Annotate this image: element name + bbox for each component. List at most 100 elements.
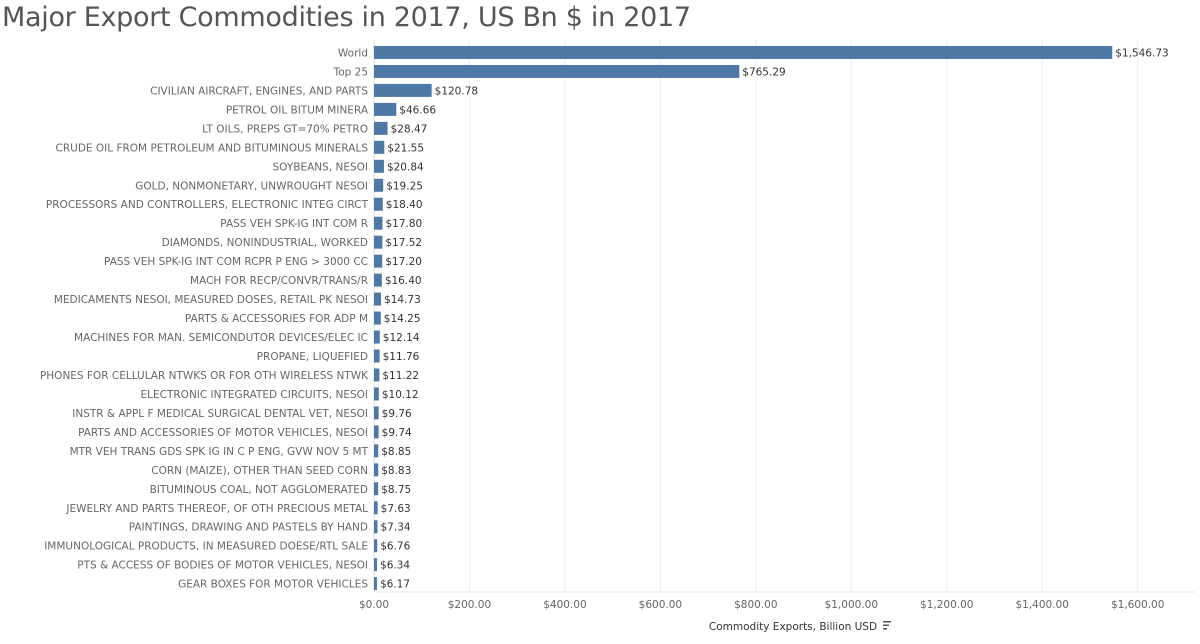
bars: [374, 45, 1113, 591]
category-label: MEDICAMENTS NESOI, MEASURED DOSES, RETAI…: [54, 294, 368, 306]
bar[interactable]: [374, 102, 397, 116]
bar[interactable]: [374, 406, 379, 420]
category-label: PETROL OIL BITUM MINERA: [226, 104, 369, 116]
value-label: $20.84: [387, 161, 424, 173]
category-label: PAINTINGS, DRAWING AND PASTELS BY HAND: [129, 522, 368, 534]
value-label: $8.85: [381, 446, 411, 458]
category-label: GEAR BOXES FOR MOTOR VEHICLES: [178, 579, 368, 591]
category-label: CRUDE OIL FROM PETROLEUM AND BITUMINOUS …: [56, 142, 369, 154]
bar[interactable]: [374, 330, 380, 344]
bar[interactable]: [374, 140, 385, 154]
bar[interactable]: [374, 83, 432, 97]
category-label: PHONES FOR CELLULAR NTWKS OR FOR OTH WIR…: [40, 370, 369, 382]
category-label: PARTS & ACCESSORIES FOR ADP M: [185, 313, 368, 325]
category-label: CIVILIAN AIRCRAFT, ENGINES, AND PARTS: [150, 85, 368, 97]
bar[interactable]: [374, 254, 383, 268]
bar[interactable]: [374, 577, 377, 591]
bar[interactable]: [374, 463, 379, 477]
category-label: PASS VEH SPK-IG INT COM RCPR P ENG > 300…: [104, 256, 368, 268]
x-tick-label: $400.00: [543, 599, 586, 611]
value-label: $8.83: [381, 465, 411, 477]
category-label: PROCESSORS AND CONTROLLERS, ELECTRONIC I…: [46, 199, 369, 211]
category-label: MTR VEH TRANS GDS SPK IG IN C P ENG, GVW…: [70, 446, 369, 458]
x-tick-label: $1,400.00: [1015, 599, 1068, 611]
bar[interactable]: [374, 235, 383, 249]
bar[interactable]: [374, 482, 379, 496]
x-axis-ticks: $0.00 $200.00 $400.00 $600.00 $800.00 $1,000.…: [359, 599, 1164, 611]
value-label: $765.29: [742, 66, 785, 78]
bar[interactable]: [374, 216, 383, 230]
value-label: $46.66: [399, 104, 436, 116]
bar[interactable]: [374, 45, 1113, 59]
category-label: CORN (MAIZE), OTHER THAN SEED CORN: [151, 465, 368, 477]
x-tick-label: $1,200.00: [920, 599, 973, 611]
x-axis-label: Commodity Exports, Billion USD: [709, 621, 877, 633]
value-label: $6.17: [380, 579, 410, 591]
category-label: GOLD, NONMONETARY, UNWROUGHT NESOI: [135, 180, 368, 192]
value-label: $16.40: [385, 275, 422, 287]
bar[interactable]: [374, 64, 740, 78]
value-label: $7.63: [381, 503, 411, 515]
value-label: $1,546.73: [1115, 47, 1168, 59]
category-label: PTS & ACCESS OF BODIES OF MOTOR VEHICLES…: [77, 560, 368, 572]
value-label: $120.78: [435, 85, 478, 97]
x-tick-label: $1,000.00: [825, 599, 878, 611]
bar[interactable]: [374, 368, 380, 382]
bar[interactable]: [374, 178, 384, 192]
category-label: INSTR & APPL F MEDICAL SURGICAL DENTAL V…: [72, 408, 368, 420]
bar[interactable]: [374, 425, 379, 439]
bar[interactable]: [374, 558, 378, 572]
category-label: LT OILS, PREPS GT=70% PETRO: [202, 123, 368, 135]
value-label: $9.76: [382, 408, 412, 420]
value-label: $6.34: [380, 560, 410, 572]
value-label: $14.25: [384, 313, 421, 325]
category-label: PROPANE, LIQUEFIED: [257, 351, 368, 363]
category-label: IMMUNOLOGICAL PRODUCTS, IN MEASURED DOES…: [44, 541, 368, 553]
x-tick-label: $0.00: [359, 599, 389, 611]
value-label: $10.12: [382, 389, 419, 401]
category-label: SOYBEANS, NESOI: [273, 161, 369, 173]
value-label: $19.25: [386, 180, 423, 192]
sort-icon[interactable]: [883, 621, 891, 630]
value-label: $11.76: [383, 351, 420, 363]
value-labels: $1,546.73 $765.29 $120.78 $46.66 $28.47 $21.5…: [380, 47, 1169, 590]
value-label: $6.76: [380, 541, 410, 553]
value-label: $28.47: [391, 123, 428, 135]
category-label: JEWELRY AND PARTS THEREOF, OF OTH PRECIO…: [65, 503, 368, 515]
x-tick-label: $800.00: [734, 599, 777, 611]
value-label: $12.14: [383, 332, 420, 344]
bar[interactable]: [374, 387, 379, 401]
value-label: $17.52: [385, 237, 422, 249]
category-labels: World Top 25 CIVILIAN AIRCRAFT, ENGINES, A…: [40, 47, 369, 590]
value-label: $21.55: [387, 142, 424, 154]
value-label: $7.34: [381, 522, 411, 534]
category-label: World: [338, 47, 368, 59]
category-label: ELECTRONIC INTEGRATED CIRCUITS, NESOI: [141, 389, 368, 401]
bar[interactable]: [374, 520, 378, 534]
category-label: BITUMINOUS COAL, NOT AGGLOMERATED: [150, 484, 368, 496]
category-label: MACH FOR RECP/CONVR/TRANS/R: [190, 275, 368, 287]
value-label: $17.80: [385, 218, 422, 230]
category-label: DIAMONDS, NONINDUSTRIAL, WORKED: [162, 237, 368, 249]
bar[interactable]: [374, 292, 382, 306]
bar[interactable]: [374, 121, 388, 135]
value-label: $17.20: [385, 256, 422, 268]
bar[interactable]: [374, 273, 382, 287]
x-tick-label: $600.00: [639, 599, 682, 611]
bar[interactable]: [374, 501, 378, 515]
bar[interactable]: [374, 349, 380, 363]
x-tick-label: $1,600.00: [1111, 599, 1164, 611]
bar[interactable]: [374, 159, 384, 173]
bar[interactable]: [374, 539, 378, 553]
bar[interactable]: [374, 444, 379, 458]
bar[interactable]: [374, 197, 383, 211]
x-tick-label: $200.00: [448, 599, 491, 611]
value-label: $8.75: [381, 484, 411, 496]
bar[interactable]: [374, 311, 381, 325]
category-label: PARTS AND ACCESSORIES OF MOTOR VEHICLES,…: [78, 427, 368, 439]
category-label: PASS VEH SPK-IG INT COM R: [220, 218, 368, 230]
value-label: $11.22: [382, 370, 419, 382]
value-label: $9.74: [382, 427, 412, 439]
chart-title: Major Export Commodities in 2017, US Bn …: [2, 2, 691, 33]
category-label: MACHINES FOR MAN. SEMICONDUTOR DEVICES/E…: [74, 332, 368, 344]
